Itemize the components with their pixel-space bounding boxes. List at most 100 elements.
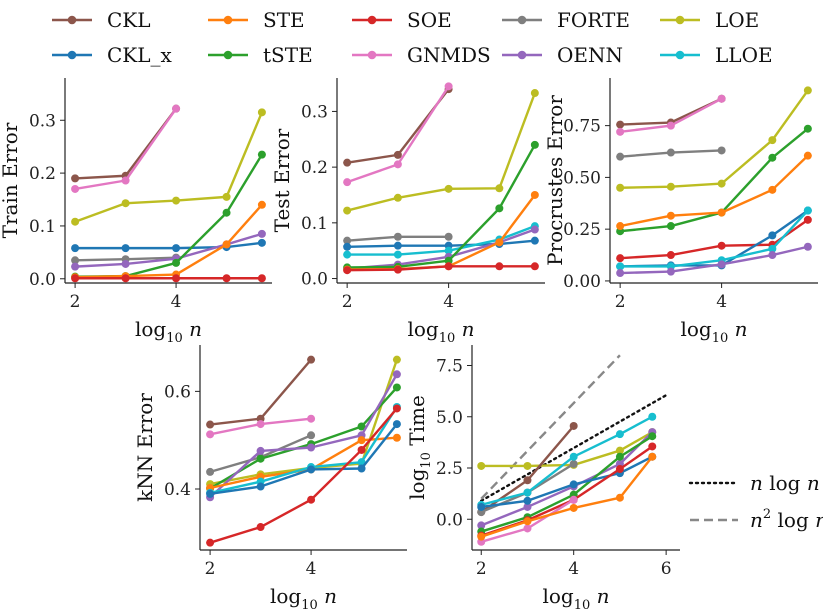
y-tick-label: 0.6 <box>164 382 191 402</box>
data-point <box>307 414 316 423</box>
data-point <box>530 262 539 271</box>
series-ckl <box>71 104 181 183</box>
series-line <box>620 245 809 275</box>
data-point <box>616 262 625 271</box>
data-point <box>257 229 266 238</box>
data-point <box>569 459 578 468</box>
data-point <box>530 236 539 245</box>
data-point <box>530 225 539 234</box>
series-gnmds <box>343 82 453 187</box>
data-point <box>616 152 625 161</box>
x-tick-label: 2 <box>205 559 216 579</box>
legend-label: SOE <box>407 8 452 32</box>
data-point <box>121 274 130 283</box>
data-point <box>768 185 777 194</box>
data-point <box>172 104 181 113</box>
data-point <box>803 151 812 160</box>
data-point <box>222 192 231 201</box>
legend-marker <box>223 50 233 60</box>
data-point <box>444 232 453 241</box>
data-point <box>477 461 486 470</box>
series-soe <box>343 262 539 275</box>
legend-entry-soe: SOE <box>352 8 452 32</box>
data-point <box>393 232 402 241</box>
ref-legend-label: n2 log n <box>750 507 823 532</box>
data-point <box>121 199 130 208</box>
data-point <box>569 480 578 489</box>
y-tick-label: 0.3 <box>29 111 56 131</box>
data-point <box>616 222 625 231</box>
data-point <box>393 193 402 202</box>
data-point <box>71 184 80 193</box>
data-point <box>803 206 812 215</box>
data-point <box>648 432 657 441</box>
data-point <box>615 430 624 439</box>
data-point <box>616 183 625 192</box>
data-point <box>495 204 504 213</box>
data-point <box>523 524 532 533</box>
x-axis-label: log10 n <box>135 317 202 346</box>
legend-label: LLOE <box>715 43 773 67</box>
data-point <box>648 452 657 461</box>
data-point <box>256 454 265 463</box>
legend-label: CKL <box>107 8 151 32</box>
legend-label: STE <box>263 8 305 32</box>
data-point <box>222 240 231 249</box>
series-loe <box>71 108 266 226</box>
y-axis-label: kNN Error <box>133 393 157 502</box>
data-point <box>717 208 726 217</box>
data-point <box>444 82 453 91</box>
data-point <box>307 465 316 474</box>
data-point <box>444 262 453 271</box>
data-point <box>307 355 316 364</box>
data-point <box>615 493 624 502</box>
data-point <box>343 206 352 215</box>
data-point <box>121 244 130 253</box>
series-oenn <box>616 242 812 278</box>
data-point <box>71 217 80 226</box>
panel-procrustes: 2 4 0.00 0.25 0.50 0.75 log10 n Procrustes Erro… <box>543 78 818 346</box>
y-tick-label: 0.4 <box>164 480 191 500</box>
data-point <box>666 148 675 157</box>
x-axis-label: log10 n <box>407 317 474 346</box>
data-point <box>523 488 532 497</box>
legend-marker <box>675 15 685 25</box>
legend-entry-loe: LOE <box>660 8 759 32</box>
y-axis-label: log10 Time <box>405 395 434 500</box>
legend-entry-ckl-x: CKL_x <box>52 43 173 67</box>
legend-entry-oenn: OENN <box>502 43 623 67</box>
data-point <box>343 242 352 251</box>
series-soe <box>206 404 401 547</box>
panel-test: 2 4 0.0 0.1 0.2 0.3 log10 n Test Error <box>270 78 545 346</box>
data-point <box>666 267 675 276</box>
data-point <box>257 200 266 209</box>
data-point <box>71 256 80 265</box>
ref-legend-label: n log n <box>750 471 820 495</box>
x-tick-label: 6 <box>661 559 672 579</box>
x-tick-label: 4 <box>716 292 727 312</box>
series-tste <box>343 140 539 272</box>
data-point <box>307 431 316 440</box>
data-point <box>256 420 265 429</box>
data-point <box>71 174 80 183</box>
x-tick-label: 4 <box>443 292 454 312</box>
y-tick-label: 0.0 <box>436 510 463 530</box>
legend-marker <box>517 50 527 60</box>
legend-marker <box>517 15 527 25</box>
series-ste <box>206 433 401 493</box>
ref-line-n-2-log-n <box>480 354 621 500</box>
data-point <box>256 446 265 455</box>
data-point <box>495 238 504 247</box>
data-point <box>569 503 578 512</box>
data-point <box>477 502 486 511</box>
series-lloe <box>616 206 812 271</box>
legend-label: OENN <box>557 43 623 67</box>
data-point <box>803 124 812 133</box>
legend-label: LOE <box>715 8 759 32</box>
y-tick-label: 0.1 <box>29 217 56 237</box>
data-point <box>343 250 352 259</box>
data-point <box>666 251 675 260</box>
series-loe <box>343 89 539 215</box>
series-line <box>75 241 263 250</box>
series-gnmds <box>616 94 726 136</box>
